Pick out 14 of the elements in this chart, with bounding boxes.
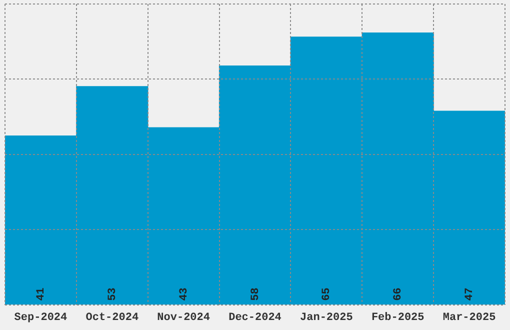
x-tick-label: Dec-2024: [228, 312, 282, 324]
data-label: 58: [250, 287, 262, 301]
data-label: 53: [106, 287, 119, 301]
x-tick-label: Nov-2024: [157, 312, 210, 324]
data-label: 66: [392, 288, 405, 301]
x-tick-label: Mar-2025: [442, 312, 496, 324]
x-tick-label: Feb-2025: [371, 312, 425, 324]
data-label: 43: [178, 287, 190, 301]
x-tick-label: Jan-2025: [300, 312, 354, 324]
x-tick-label: Oct-2024: [86, 312, 139, 324]
data-label: 65: [321, 287, 334, 301]
x-tick-label: Sep-2024: [14, 312, 68, 324]
data-label: 47: [464, 288, 476, 301]
data-label: 41: [35, 287, 48, 301]
